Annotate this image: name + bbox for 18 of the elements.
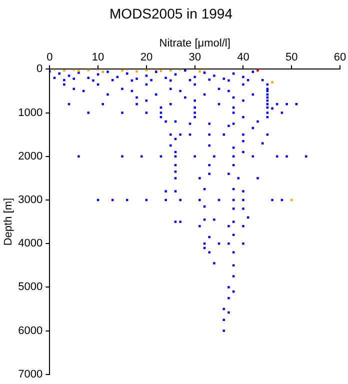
y-tick-label: 1000: [18, 106, 43, 119]
y-axis-title: Depth [m]: [2, 198, 15, 246]
y-tick-label: 2000: [18, 150, 43, 162]
x-tick-label: 60: [334, 52, 346, 64]
y-tick-label: 4000: [18, 238, 43, 250]
x-tick-label: 30: [188, 52, 201, 64]
y-tick-label: 7000: [18, 368, 43, 380]
y-tick-label: 3000: [18, 194, 43, 206]
x-tick-label: 0: [46, 52, 53, 64]
y-tick-label: 5000: [18, 281, 43, 294]
x-axis-title: Nitrate [μmol/l]: [159, 37, 230, 50]
x-tick-label: 50: [285, 52, 298, 64]
y-tick-label: 6000: [18, 324, 43, 337]
x-tick-label: 40: [237, 52, 250, 64]
x-tick-label: 10: [92, 52, 104, 64]
x-tick-label: 20: [140, 52, 153, 64]
y-tick-label: 0: [36, 63, 43, 76]
chart-title: MODS2005 in 1994: [110, 5, 233, 22]
